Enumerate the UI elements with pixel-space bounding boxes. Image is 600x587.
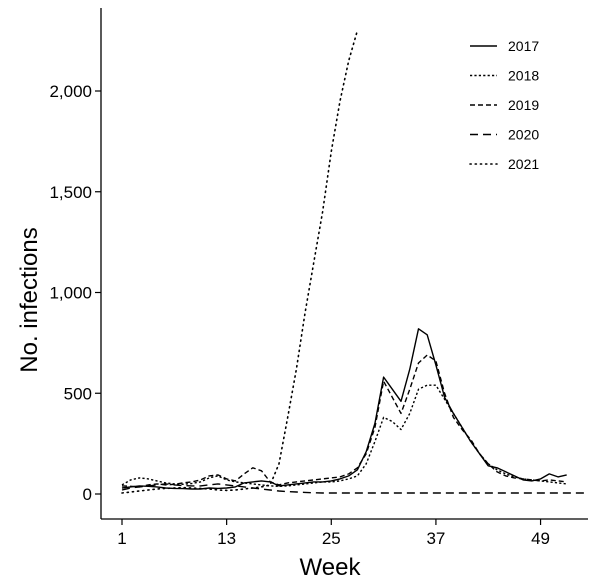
series-line-2017 [121, 328, 567, 490]
series-line-2021 [121, 29, 359, 494]
legend-label-2020: 2020 [508, 127, 539, 143]
y-axis-title: No. infections [16, 227, 43, 372]
legend-label-2017: 2017 [508, 38, 539, 54]
legend-label-2018: 2018 [508, 68, 539, 84]
x-tick-label: 13 [217, 529, 236, 548]
series-line-2019 [121, 354, 567, 488]
y-tick-label: 1,000 [49, 284, 92, 303]
x-axis-title: Week [300, 554, 362, 581]
y-tick-label: 500 [64, 384, 92, 403]
x-tick-label: 49 [531, 529, 550, 548]
x-axis-ticks: 1 13 25 37 49 [117, 519, 550, 548]
legend-label-2021: 2021 [508, 156, 539, 172]
y-tick-label: 2,000 [49, 82, 92, 101]
y-tick-label: 1,500 [49, 183, 92, 202]
legend-label-2019: 2019 [508, 97, 539, 113]
legend: 2017 2018 2019 2020 2021 [469, 38, 539, 172]
y-axis-ticks: 0 500 1,000 1,500 2,000 [49, 82, 101, 504]
series-lines [121, 29, 585, 494]
y-tick-label: 0 [83, 485, 92, 504]
x-tick-label: 25 [322, 529, 341, 548]
x-tick-label: 1 [117, 529, 126, 548]
series-line-2018 [121, 384, 567, 487]
x-tick-label: 37 [426, 529, 445, 548]
